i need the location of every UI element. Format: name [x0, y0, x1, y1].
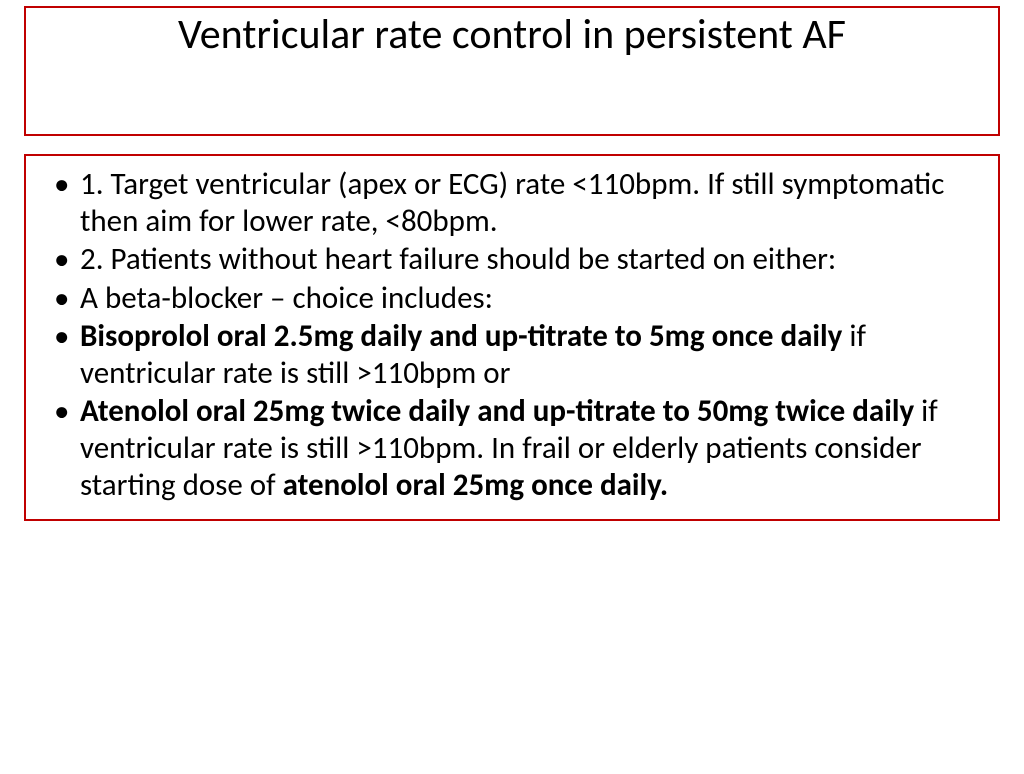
slide-title: Ventricular rate control in persistent A…	[38, 12, 986, 58]
bullet-item: 2. Patients without heart failure should…	[44, 241, 980, 278]
bullet-span: Bisoprolol oral 2.5mg daily and up-titra…	[80, 317, 849, 355]
bullet-item: 1. Target ventricular (apex or ECG) rate…	[44, 166, 980, 239]
bullet-span: A beta-blocker – choice includes:	[80, 279, 493, 317]
bullet-item: Atenolol oral 25mg twice daily and up-ti…	[44, 393, 980, 503]
bullet-item: A beta-blocker – choice includes:	[44, 280, 980, 317]
bullet-span: 2. Patients without heart failure should…	[80, 240, 836, 278]
title-box: Ventricular rate control in persistent A…	[24, 6, 1000, 136]
bullet-span: Atenolol oral 25mg twice daily and up-ti…	[80, 392, 921, 430]
body-box: 1. Target ventricular (apex or ECG) rate…	[24, 154, 1000, 521]
bullet-span: 1. Target ventricular (apex or ECG) rate…	[80, 165, 944, 240]
bullet-list: 1. Target ventricular (apex or ECG) rate…	[44, 166, 980, 503]
bullet-span: atenolol oral 25mg once daily.	[283, 466, 669, 504]
bullet-item: Bisoprolol oral 2.5mg daily and up-titra…	[44, 318, 980, 391]
